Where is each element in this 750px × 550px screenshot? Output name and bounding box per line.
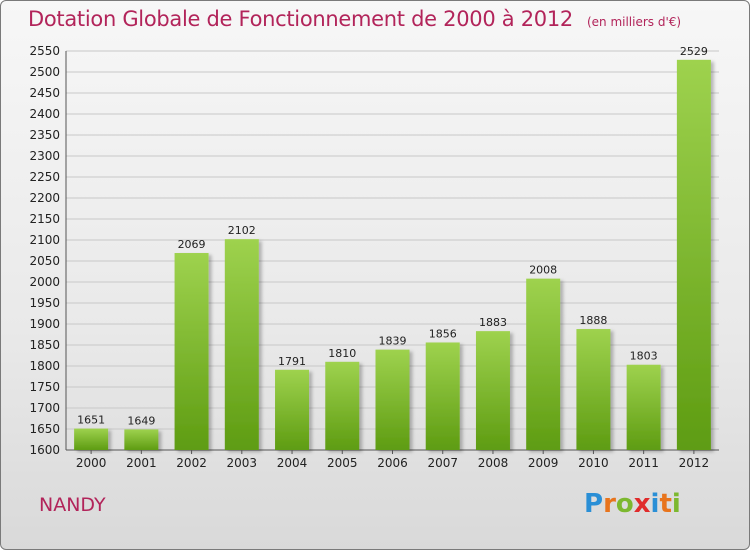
y-tick-labels: 1600 1650 1700 1750 1800 1850 1900 1950 2000 2050… <box>29 44 60 457</box>
logo-letter: i <box>671 489 681 519</box>
y-tick-label: 2400 <box>29 107 60 121</box>
y-tick-label: 2150 <box>29 212 60 226</box>
x-tick-label: 2008 <box>478 456 509 470</box>
logo-letter: x <box>633 489 651 519</box>
data-label: 2102 <box>228 224 256 237</box>
bar-2005 <box>325 361 360 450</box>
x-tick-labels: 2000 2001 2002 2003 2004 2005 2006 2007 2008 2009… <box>76 450 709 470</box>
y-tick-label: 1700 <box>29 401 60 415</box>
x-tick-label: 2011 <box>628 456 659 470</box>
bar-2006 <box>375 349 410 450</box>
y-tick-label: 1900 <box>29 317 60 331</box>
bar-2007 <box>425 342 460 450</box>
data-label: 1651 <box>77 414 105 427</box>
logo-letter: o <box>615 489 634 519</box>
chart-subtitle: (en milliers d'€) <box>586 15 682 29</box>
data-label: 1839 <box>379 335 407 348</box>
data-label: 1649 <box>127 414 155 427</box>
y-tick-label: 2300 <box>29 149 60 163</box>
y-tick-label: 1650 <box>29 422 60 436</box>
x-tick-label: 2002 <box>176 456 207 470</box>
data-label: 1888 <box>579 314 607 327</box>
data-label: 2069 <box>178 238 206 251</box>
y-tick-label: 2550 <box>29 44 60 58</box>
y-tick-label: 2100 <box>29 233 60 247</box>
bar-2004 <box>275 369 310 450</box>
y-tick-label: 2350 <box>29 128 60 142</box>
chart-title: Dotation Globale de Fonctionnement de 20… <box>28 7 573 31</box>
data-label: 1791 <box>278 355 306 368</box>
y-tick-label: 1750 <box>29 380 60 394</box>
x-tick-label: 2007 <box>427 456 458 470</box>
x-tick-label: 2001 <box>126 456 157 470</box>
bar-2009 <box>526 278 561 450</box>
logo-letter: P <box>584 489 604 519</box>
x-tick-label: 2000 <box>76 456 107 470</box>
bar-2000 <box>74 428 109 450</box>
y-tick-label: 2500 <box>29 65 60 79</box>
bar-2003 <box>224 239 259 450</box>
y-tick-label: 1800 <box>29 359 60 373</box>
y-tick-label: 2250 <box>29 170 60 184</box>
bar-2002 <box>174 253 209 450</box>
data-label: 1810 <box>328 347 356 360</box>
data-label: 1883 <box>479 316 507 329</box>
x-tick-label: 2010 <box>578 456 609 470</box>
x-tick-label: 2005 <box>327 456 358 470</box>
y-tick-label: 2200 <box>29 191 60 205</box>
bar-2010 <box>576 329 611 450</box>
data-label: 2008 <box>529 264 557 277</box>
logo-letter: t <box>659 489 672 519</box>
bar-2001 <box>124 429 159 450</box>
x-tick-label: 2012 <box>679 456 710 470</box>
bar-2011 <box>626 364 661 450</box>
logo-letter: r <box>603 489 616 519</box>
x-tick-label: 2006 <box>377 456 408 470</box>
data-label: 1856 <box>429 327 457 340</box>
bars: 1651 1649 2069 2102 1791 1810 1839 1856 1883 2008… <box>74 45 711 450</box>
town-name: NANDY <box>39 494 106 516</box>
y-tick-label: 2000 <box>29 275 60 289</box>
bar-2008 <box>475 331 510 450</box>
x-tick-label: 2009 <box>528 456 559 470</box>
y-tick-label: 2450 <box>29 86 60 100</box>
y-tick-label: 1950 <box>29 296 60 310</box>
y-tick-label: 1600 <box>29 443 60 457</box>
title-block: Dotation Globale de Fonctionnement de 20… <box>28 7 681 31</box>
x-tick-label: 2003 <box>227 456 258 470</box>
data-label: 2529 <box>680 45 708 58</box>
data-label: 1803 <box>630 350 658 363</box>
y-tick-label: 1850 <box>29 338 60 352</box>
proxiti-logo: Proxiti <box>584 489 681 519</box>
y-tick-label: 2050 <box>29 254 60 268</box>
bar-2012 <box>676 59 711 450</box>
x-tick-label: 2004 <box>277 456 308 470</box>
logo-letter: i <box>650 489 660 519</box>
